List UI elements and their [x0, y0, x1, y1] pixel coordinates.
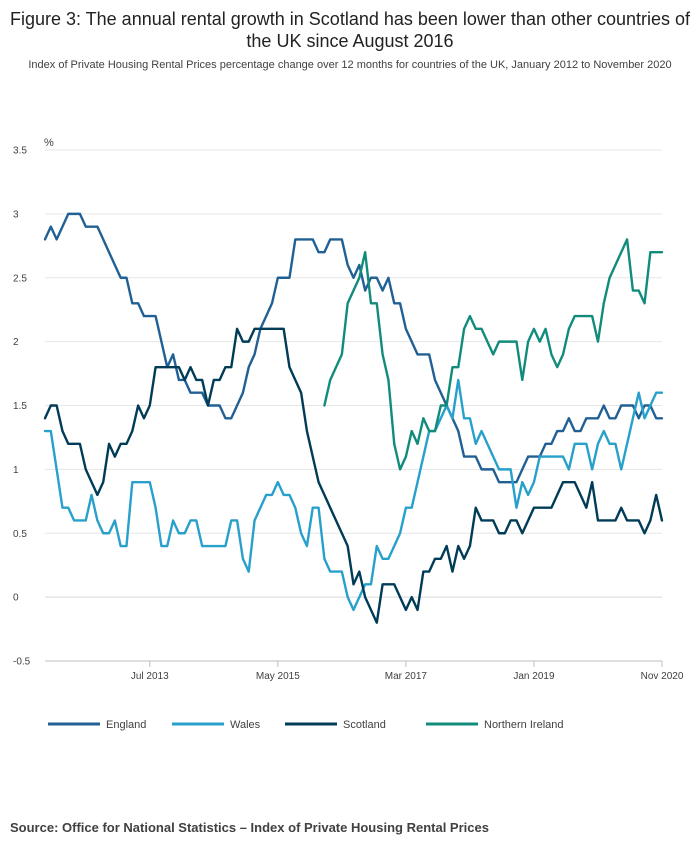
series-line-wales — [43, 378, 664, 612]
axes: -0.5 0 0.5 1 1.5 2 2.5 3 3.5% Jul 2013 May 2015 Mar… — [13, 137, 684, 682]
x-tick-label: Nov 2020 — [641, 671, 684, 682]
x-tick-label: May 2015 — [256, 671, 300, 682]
source-note: Source: Office for National Statistics –… — [10, 820, 489, 835]
y-tick-label: 2 — [13, 337, 19, 348]
legend-label-northern-ireland: Northern Ireland — [484, 719, 564, 731]
y-axis-label: % — [44, 137, 54, 149]
chart-title: Figure 3: The annual rental growth in Sc… — [9, 9, 691, 51]
legend-label-england: England — [106, 719, 146, 731]
y-tick-label: 2.5 — [13, 273, 27, 284]
legend-label-wales: Wales — [230, 719, 261, 731]
y-tick-label: -0.5 — [13, 657, 31, 668]
series-line-england — [43, 212, 664, 484]
legend: England Wales Scotland Northern Ireland — [48, 719, 564, 731]
y-tick-label: 1.5 — [13, 401, 27, 412]
y-tick-label: 1 — [13, 465, 19, 476]
x-tick-label: Jan 2019 — [513, 671, 555, 682]
series-line-northern-ireland — [323, 238, 664, 471]
series-lines — [43, 212, 664, 624]
legend-label-scotland: Scotland — [343, 719, 386, 731]
x-tick-label: Mar 2017 — [385, 671, 428, 682]
y-tick-label: 0 — [13, 593, 19, 604]
y-tick-label: 3.5 — [13, 146, 27, 157]
chart-subtitle: Index of Private Housing Rental Prices p… — [28, 59, 672, 71]
y-tick-label: 0.5 — [13, 529, 27, 540]
y-tick-label: 3 — [13, 209, 19, 220]
x-tick-label: Jul 2013 — [131, 671, 169, 682]
series-line-scotland — [43, 327, 664, 624]
